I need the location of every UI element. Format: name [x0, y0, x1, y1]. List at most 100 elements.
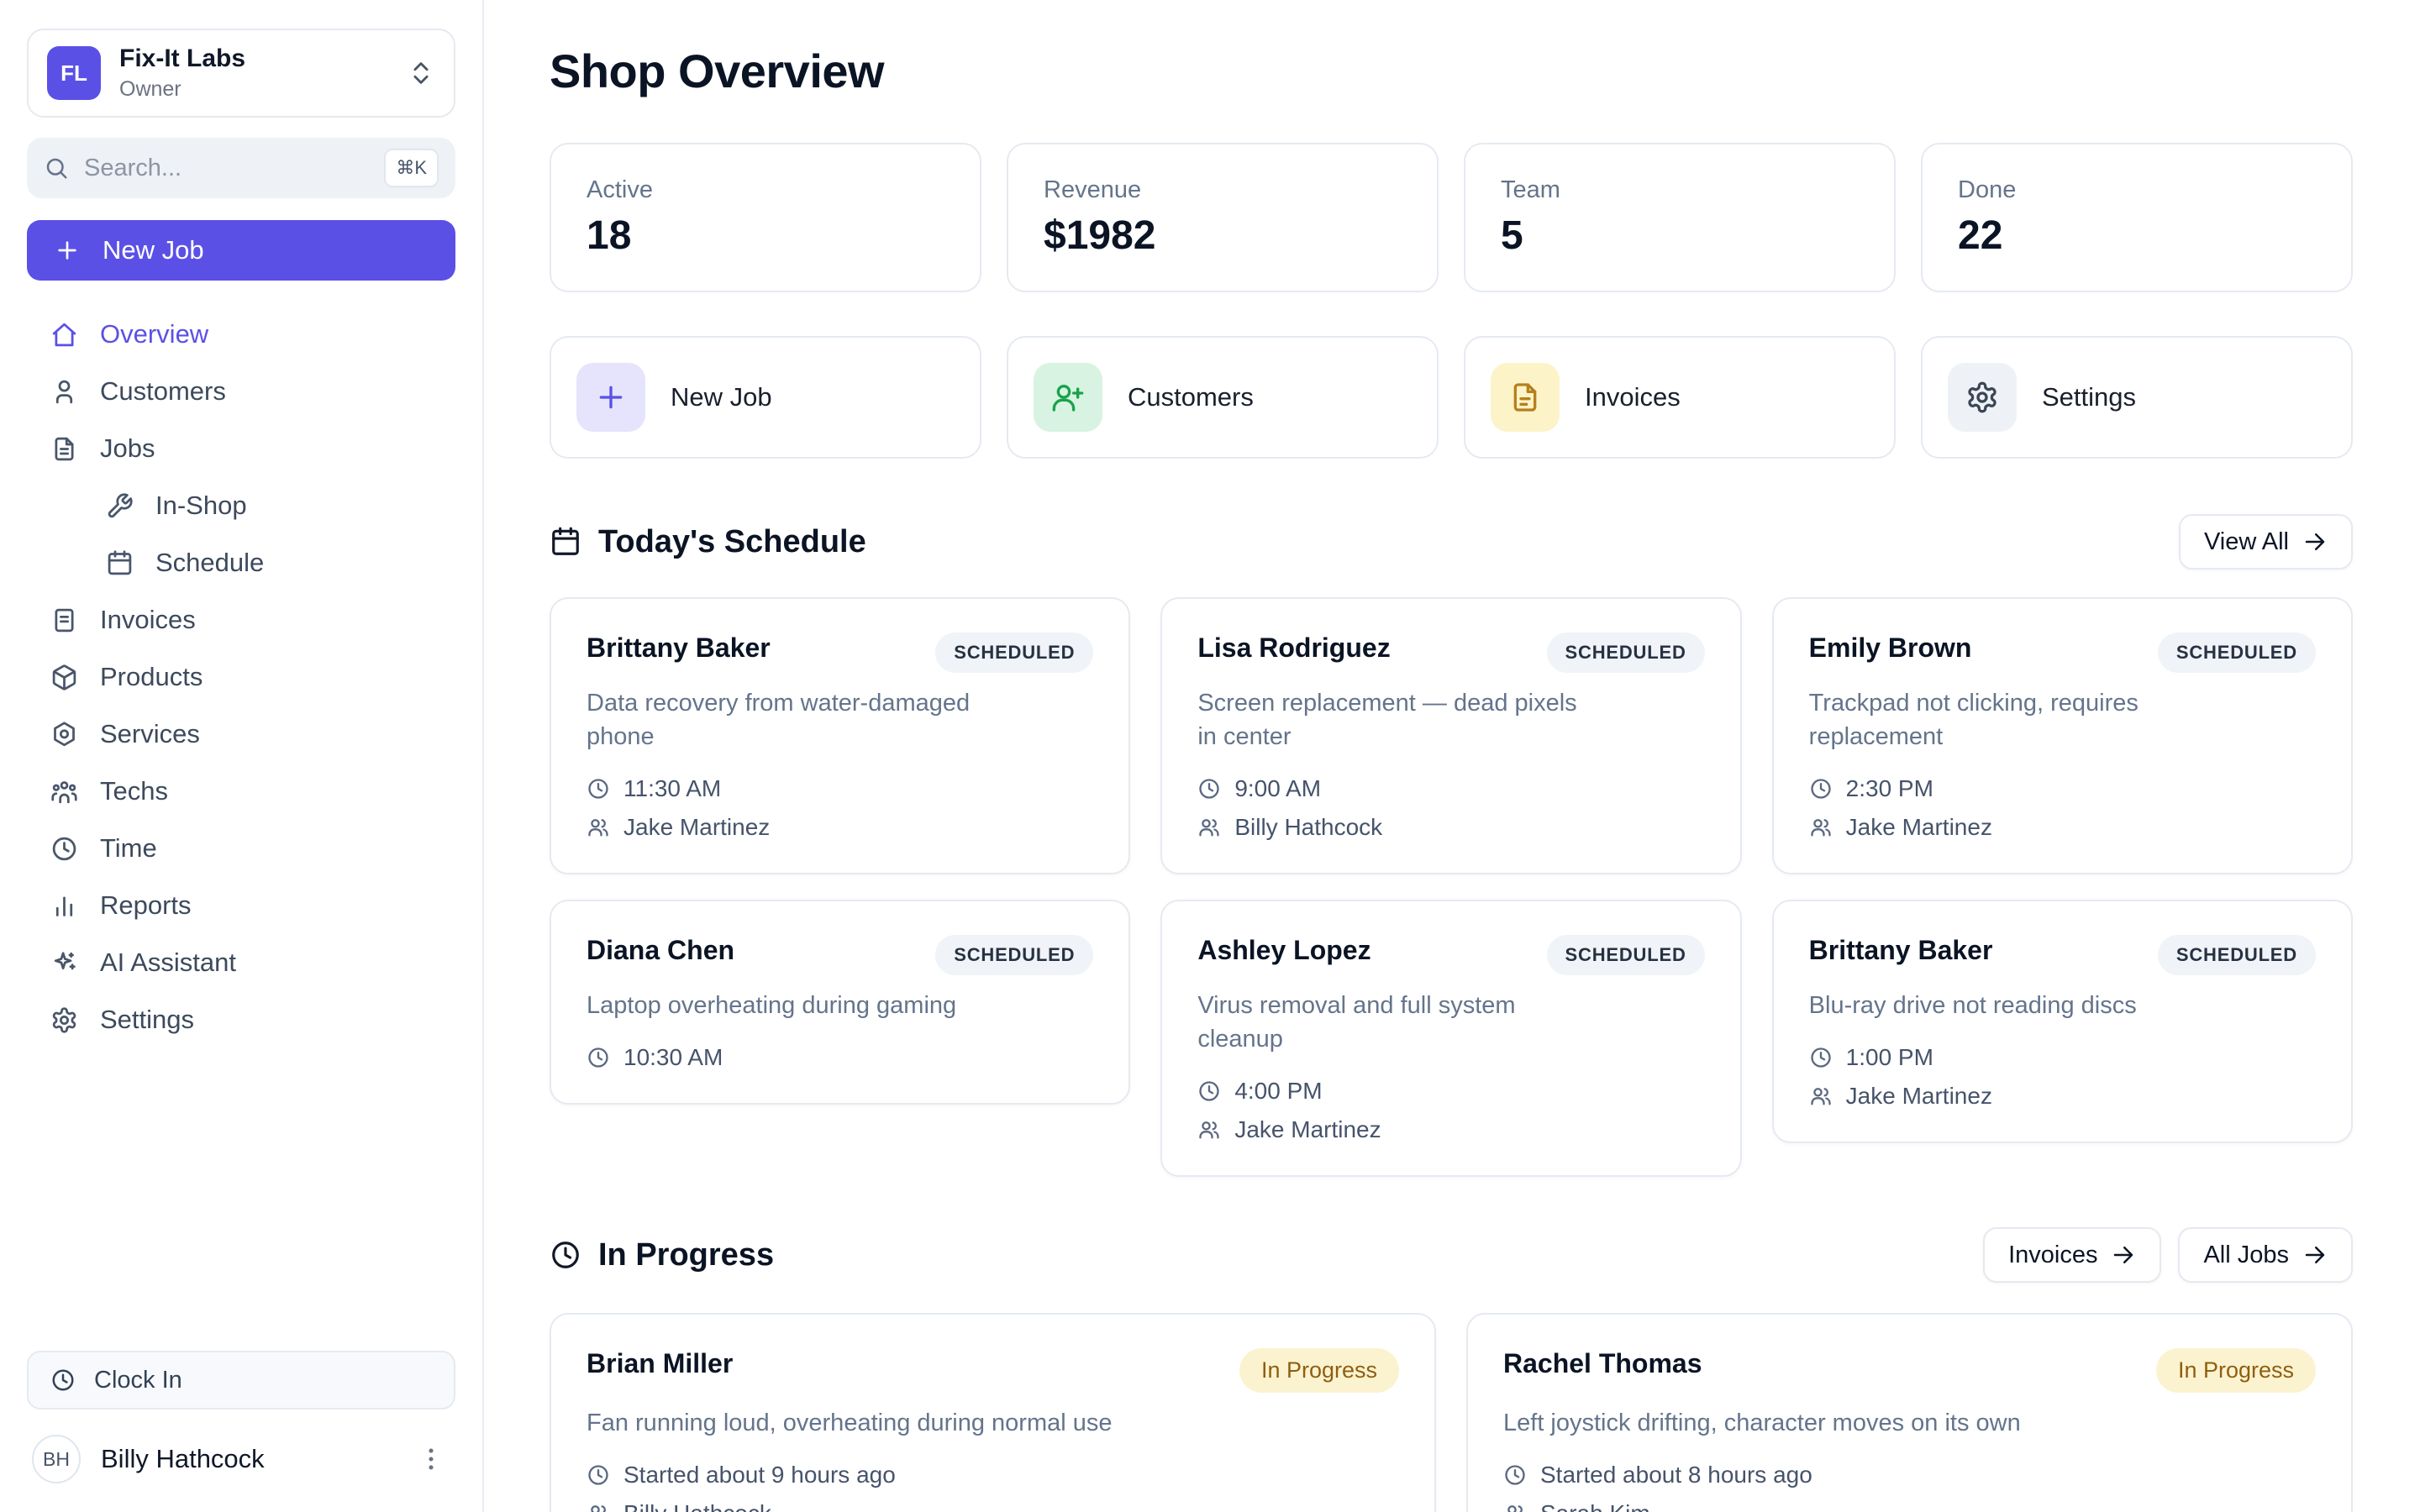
sidebar-item-services[interactable]: Services: [27, 706, 455, 763]
invoice-doc-icon: [1508, 381, 1542, 414]
view-all-button[interactable]: View All: [2178, 514, 2353, 570]
customer-name: Ashley Lopez: [1197, 935, 1371, 965]
quick-action-settings[interactable]: Settings: [1921, 336, 2353, 459]
clock-icon: [1503, 1463, 1527, 1487]
nut-icon: [50, 721, 78, 748]
tech-row: Jake Martinez: [1197, 1118, 1704, 1142]
nav-label: Services: [100, 719, 200, 748]
sidebar-item-reports[interactable]: Reports: [27, 877, 455, 934]
quick-action-label: New Job: [671, 382, 772, 412]
org-switcher[interactable]: FL Fix-It Labs Owner: [27, 29, 455, 118]
org-role: Owner: [119, 77, 182, 101]
quick-action-label: Settings: [2042, 382, 2137, 412]
all-jobs-button[interactable]: All Jobs: [2178, 1227, 2353, 1283]
plus-icon: [54, 237, 81, 264]
tech-name: Billy Hathcock: [623, 1502, 771, 1512]
tech-row: Billy Hathcock: [1197, 816, 1704, 839]
tech-row: Jake Martinez: [1809, 816, 2316, 839]
schedule-card[interactable]: Brittany Baker SCHEDULED Data recovery f…: [550, 597, 1131, 874]
sidebar-item-jobs[interactable]: Jobs: [27, 420, 455, 477]
users-icon: [1197, 816, 1221, 839]
sidebar-item-time[interactable]: Time: [27, 820, 455, 877]
search-input[interactable]: [84, 154, 370, 182]
sidebar-spacer: [27, 1048, 455, 1351]
nav-label: Customers: [100, 376, 226, 406]
invoices-button[interactable]: Invoices: [1983, 1227, 2162, 1283]
user-menu-button[interactable]: [412, 1440, 450, 1478]
nav-label: Invoices: [100, 605, 196, 634]
status-badge: SCHEDULED: [2157, 935, 2316, 975]
quick-action-new-job[interactable]: New Job: [550, 336, 981, 459]
in-progress-card[interactable]: Rachel Thomas In Progress Left joystick …: [1466, 1313, 2353, 1512]
nav-label: Jobs: [100, 433, 155, 463]
stat-card-active: Active 18: [550, 143, 981, 292]
started-time: Started about 9 hours ago: [623, 1462, 896, 1488]
users-icon: [587, 816, 610, 839]
schedule-card[interactable]: Lisa Rodriguez SCHEDULED Screen replacem…: [1160, 597, 1742, 874]
clock-icon: [1197, 777, 1221, 801]
stat-card-done: Done 22: [1921, 143, 2353, 292]
users-icon: [1503, 1502, 1527, 1512]
clock-in-button[interactable]: Clock In: [27, 1351, 455, 1410]
nav-label: Products: [100, 662, 203, 691]
job-description: Trackpad not clicking, requires replacem…: [1808, 690, 2139, 750]
sidebar: FL Fix-It Labs Owner ⌘K New Job Overview…: [0, 0, 484, 1512]
time-row: 4:00 PM: [1197, 1079, 1704, 1103]
job-description: Blu-ray drive not reading discs: [1808, 992, 2137, 1019]
tech-name: Billy Hathcock: [1234, 814, 1383, 840]
search-icon: [44, 155, 69, 181]
quick-action-customers[interactable]: Customers: [1007, 336, 1439, 459]
sidebar-item-schedule[interactable]: Schedule: [27, 534, 455, 591]
sidebar-item-customers[interactable]: Customers: [27, 363, 455, 420]
schedule-card[interactable]: Emily Brown SCHEDULED Trackpad not click…: [1771, 597, 2353, 874]
sidebar-item-ai-assistant[interactable]: AI Assistant: [27, 934, 455, 991]
clock-icon: [587, 1046, 610, 1069]
customer-name: Brittany Baker: [1808, 935, 1993, 965]
current-user-row[interactable]: BH Billy Hathcock: [27, 1435, 455, 1483]
user-plus-icon: [1051, 381, 1085, 414]
gear-icon: [50, 1006, 78, 1034]
sidebar-item-overview[interactable]: Overview: [27, 306, 455, 363]
todays-schedule-header: Today's Schedule View All: [550, 514, 2353, 570]
clock-icon: [50, 835, 78, 863]
sidebar-item-techs[interactable]: Techs: [27, 763, 455, 820]
calendar-icon: [550, 526, 581, 558]
sidebar-item-settings[interactable]: Settings: [27, 991, 455, 1048]
sidebar-item-invoices[interactable]: Invoices: [27, 591, 455, 648]
tech-name: Jake Martinez: [1845, 1083, 1992, 1109]
kebab-menu-icon: [417, 1445, 445, 1473]
stat-card-team: Team 5: [1464, 143, 1896, 292]
sparkles-icon: [50, 949, 78, 977]
chevrons-up-down-icon: [407, 59, 435, 87]
customer-name: Emily Brown: [1808, 633, 1972, 663]
sidebar-item-in-shop[interactable]: In-Shop: [27, 477, 455, 534]
status-badge: SCHEDULED: [2157, 633, 2316, 673]
customer-name: Rachel Thomas: [1503, 1348, 1702, 1378]
tech-row: Jake Martinez: [587, 816, 1093, 839]
time-row: 9:00 AM: [1197, 777, 1704, 801]
new-job-button[interactable]: New Job: [27, 220, 455, 281]
schedule-card[interactable]: Ashley Lopez SCHEDULED Virus removal and…: [1160, 900, 1742, 1177]
in-progress-card[interactable]: Brian Miller In Progress Fan running lou…: [550, 1313, 1436, 1512]
search-box[interactable]: ⌘K: [27, 138, 455, 198]
time-row: 10:30 AM: [587, 1046, 1093, 1069]
stat-value: 22: [1958, 213, 2003, 258]
sidebar-item-products[interactable]: Products: [27, 648, 455, 706]
avatar: BH: [32, 1435, 81, 1483]
quick-action-label: Customers: [1128, 382, 1254, 412]
schedule-card[interactable]: Brittany Baker SCHEDULED Blu-ray drive n…: [1771, 900, 2353, 1143]
stat-label: Active: [587, 176, 653, 203]
time-row: 2:30 PM: [1809, 777, 2316, 801]
box-icon: [50, 664, 78, 691]
started-row: Started about 9 hours ago: [587, 1463, 1399, 1487]
schedule-card[interactable]: Diana Chen SCHEDULED Laptop overheating …: [550, 900, 1131, 1105]
users-icon: [587, 1502, 610, 1512]
quick-action-label: Invoices: [1585, 382, 1681, 412]
status-badge: SCHEDULED: [935, 935, 1094, 975]
quick-action-invoices[interactable]: Invoices: [1464, 336, 1896, 459]
users-icon: [1197, 1118, 1221, 1142]
nav-label: Schedule: [155, 548, 265, 577]
org-name: Fix-It Labs: [119, 45, 246, 72]
org-meta: Fix-It Labs Owner: [119, 45, 388, 102]
